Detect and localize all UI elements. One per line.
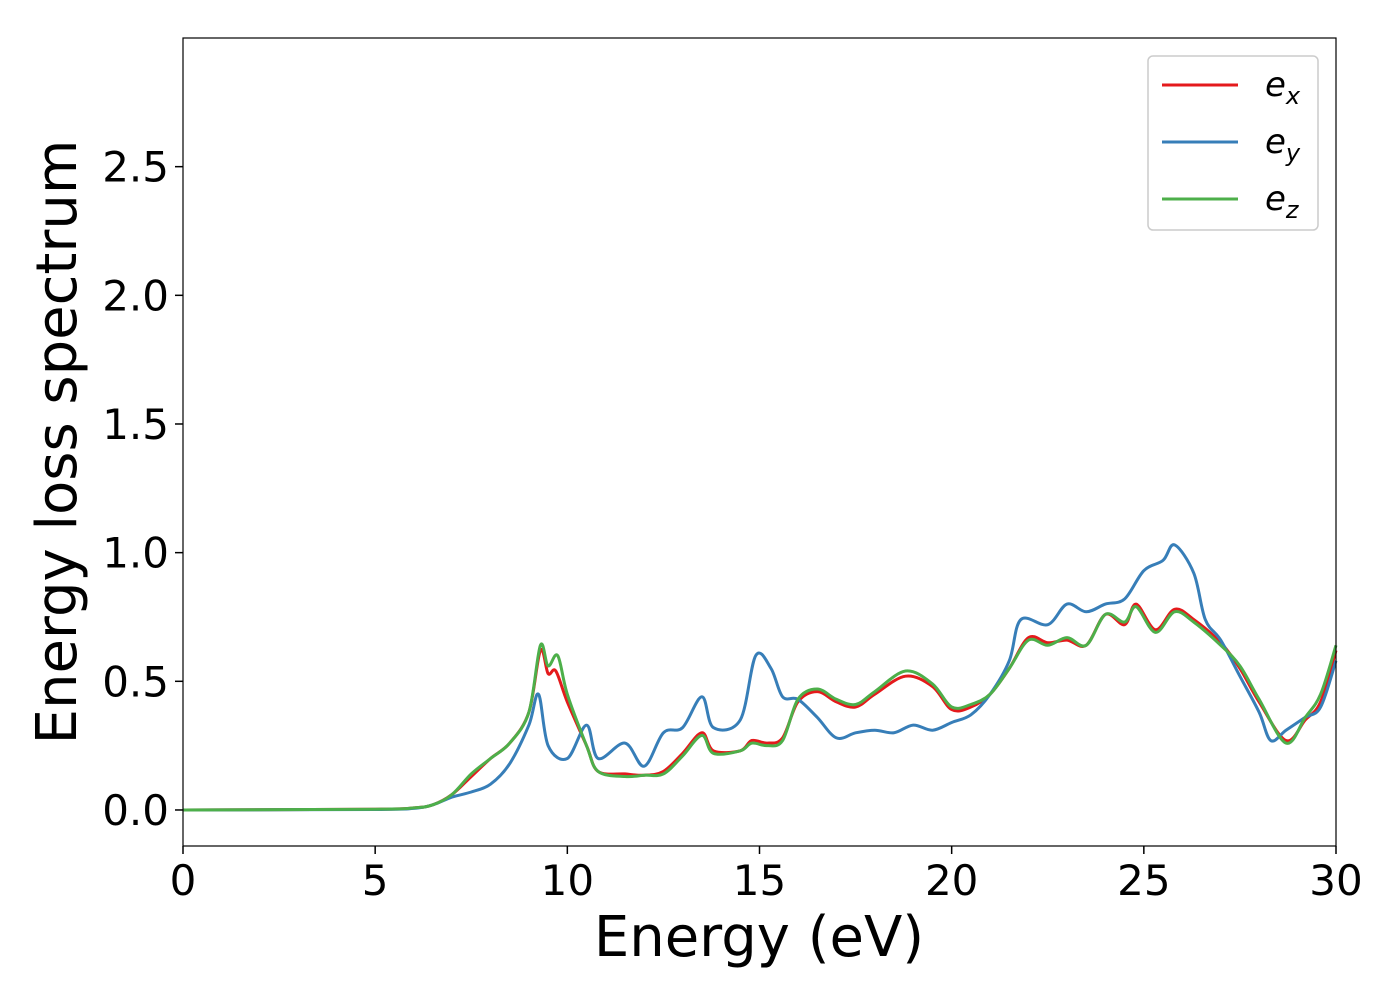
x-tick-label: 0 — [170, 856, 197, 905]
y-axis: 0.0 0.5 1.0 1.5 2.0 2.5 — [102, 143, 183, 835]
legend: ex ey ez — [1147, 55, 1319, 231]
y-tick-label: 2.0 — [102, 271, 169, 320]
x-tick-label: 25 — [1117, 856, 1170, 905]
plot-area-background — [183, 38, 1336, 846]
x-tick-label: 20 — [925, 856, 978, 905]
y-tick-label: 0.0 — [102, 786, 169, 835]
y-tick-label: 2.5 — [102, 143, 169, 192]
y-tick-label: 1.0 — [102, 529, 169, 578]
series-layer — [182, 543, 1338, 812]
legend-label-ey: ey — [1265, 122, 1301, 167]
y-axis-title: Energy loss spectrum — [25, 140, 90, 745]
y-tick-label: 0.5 — [102, 657, 169, 706]
x-tick-label: 15 — [733, 856, 786, 905]
x-tick-label: 30 — [1309, 856, 1362, 905]
series-line-ez — [182, 605, 1338, 812]
legend-label-ex: ex — [1265, 65, 1301, 110]
x-axis: 0 5 10 15 20 25 30 — [170, 846, 1363, 905]
series-line-ey — [182, 543, 1338, 812]
y-tick-label: 1.5 — [102, 400, 169, 449]
x-tick-label: 10 — [541, 856, 594, 905]
x-axis-title: Energy (eV) — [594, 905, 924, 970]
x-tick-label: 5 — [362, 856, 389, 905]
legend-label-ez: ez — [1265, 179, 1300, 224]
